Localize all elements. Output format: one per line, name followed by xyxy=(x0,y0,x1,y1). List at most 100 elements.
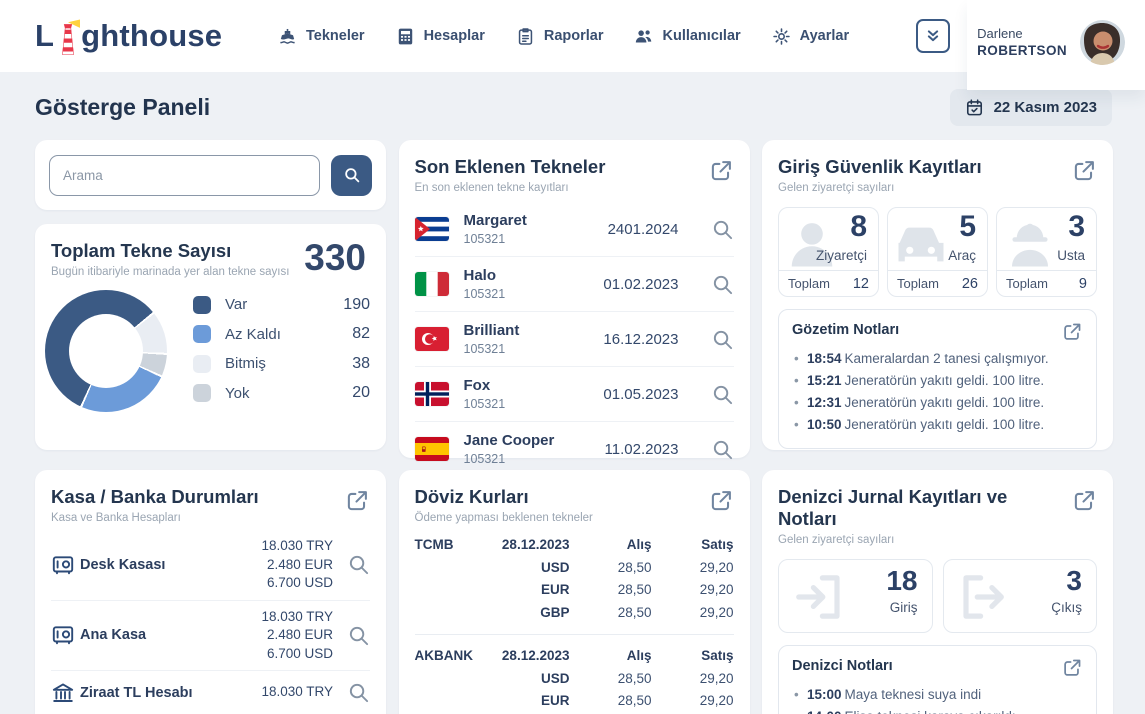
magnifier-icon[interactable] xyxy=(711,218,734,241)
nav-item-kullanicilar[interactable]: Kullanıcılar xyxy=(634,27,741,46)
boat-id-block: Margaret 105321 xyxy=(464,212,608,246)
lighthouse-icon xyxy=(56,17,81,59)
flag-spain-icon xyxy=(414,437,449,461)
account-name: Ziraat TL Hesabı xyxy=(80,684,193,701)
boat-row: Halo 105321 01.02.2023 xyxy=(414,257,734,312)
note-time: 18:54 xyxy=(807,351,842,366)
legend-value: 190 xyxy=(343,295,370,313)
stat-value: 3 xyxy=(1068,210,1085,243)
note-text: Jeneratörün yakıtı geldi. 100 litre. xyxy=(844,417,1045,432)
external-link-icon[interactable] xyxy=(344,488,370,514)
stat-value: 3 xyxy=(1066,565,1082,596)
app-logo[interactable]: L ghthouse xyxy=(35,14,222,58)
magnifier-icon[interactable] xyxy=(347,681,370,704)
account-balances: 18.030 TRY xyxy=(261,684,333,700)
stat-card-ziyaretçi: 8 Ziyaretçi Toplam 12 xyxy=(778,207,879,297)
note-time: 10:50 xyxy=(807,417,842,432)
car-icon xyxy=(894,217,948,271)
flag-norway-icon xyxy=(414,382,449,406)
currency-code: USD xyxy=(540,559,570,575)
visitor-icon xyxy=(785,217,839,271)
date-badge[interactable]: 22 Kasım 2023 xyxy=(949,89,1112,126)
search-input[interactable] xyxy=(49,154,320,196)
rate-date: 28.12.2023 xyxy=(501,648,570,663)
external-link-icon[interactable] xyxy=(1071,158,1097,184)
col-sell: Satış xyxy=(701,537,734,552)
kasa-rows: Desk Kasası 18.030 TRY 2.480 EUR 6.700 USD… xyxy=(35,524,386,714)
stat-total-value: 26 xyxy=(961,275,978,292)
stat-label: Çıkış xyxy=(1051,600,1082,615)
stat-value: 5 xyxy=(959,210,976,243)
nav-item-raporlar[interactable]: Raporlar xyxy=(516,27,603,46)
user-panel[interactable]: Darlene ROBERTSON xyxy=(967,0,1145,90)
date-text: 22 Kasım 2023 xyxy=(993,99,1097,116)
buy-rate: 28,50 xyxy=(617,604,652,620)
column-right: Giriş Güvenlik Kayıtları Gelen ziyaretçi… xyxy=(762,140,1113,714)
nav-label: Kullanıcılar xyxy=(662,28,741,44)
boat-date: 16.12.2023 xyxy=(603,330,679,348)
user-first-name: Darlene xyxy=(977,26,1023,41)
boat-name: Fox xyxy=(463,377,491,394)
nav-label: Ayarlar xyxy=(799,28,850,44)
kasa-banka-card: Kasa / Banka Durumları Kasa ve Banka Hes… xyxy=(35,470,386,714)
currency-code: EUR xyxy=(540,693,570,708)
boat-id: 105321 xyxy=(463,342,506,356)
nav-item-tekneler[interactable]: Tekneler xyxy=(278,27,365,46)
magnifier-icon[interactable] xyxy=(711,273,734,296)
recent-boat-rows: Margaret 105321 2401.2024 Halo 105321 01… xyxy=(399,194,750,476)
magnifier-icon[interactable] xyxy=(711,383,734,406)
external-link-icon[interactable] xyxy=(1071,488,1097,514)
logo-text-suffix: ghthouse xyxy=(81,18,223,53)
report-icon xyxy=(516,27,535,46)
flag-italy-icon xyxy=(414,272,449,296)
note-time: 12:31 xyxy=(807,395,842,410)
magnifier-icon[interactable] xyxy=(347,624,370,647)
gear-icon xyxy=(772,27,791,46)
legend-label: Var xyxy=(225,296,248,314)
boat-id-block: Jane Cooper 105321 xyxy=(464,432,605,466)
magnifier-icon[interactable] xyxy=(711,438,734,461)
security-card: Giriş Güvenlik Kayıtları Gelen ziyaretçi… xyxy=(762,140,1113,450)
buy-rate: 28,50 xyxy=(617,670,652,686)
external-link-icon[interactable] xyxy=(1061,321,1083,343)
nav-item-ayarlar[interactable]: Ayarlar xyxy=(772,27,849,46)
journal-notes-title: Denizci Notları xyxy=(792,658,893,674)
journal-title: Denizci Jurnal Kayıtları ve Notları xyxy=(778,486,1008,529)
external-link-icon[interactable] xyxy=(1061,657,1083,679)
magnifier-icon[interactable] xyxy=(711,328,734,351)
legend-value: 20 xyxy=(352,384,370,402)
journal-stats: 18 Giriş 3 Çıkış xyxy=(762,546,1113,633)
account-row: Ziraat TL Hesabı 18.030 TRY xyxy=(51,671,370,714)
magnifier-icon[interactable] xyxy=(347,553,370,576)
external-link-icon[interactable] xyxy=(708,488,734,514)
collapse-header-button[interactable] xyxy=(916,19,950,53)
stat-card-araç: 5 Araç Toplam 26 xyxy=(887,207,988,297)
boat-row: Fox 105321 01.05.2023 xyxy=(414,367,734,422)
nav-item-hesaplar[interactable]: Hesaplar xyxy=(396,27,485,46)
boat-row: Brilliant 105321 16.12.2023 xyxy=(414,312,734,367)
legend-label: Bitmiş xyxy=(225,355,266,373)
journal-card: Denizci Jurnal Kayıtları ve Notları Gele… xyxy=(762,470,1113,714)
sell-rate: 29,20 xyxy=(699,693,734,708)
stat-card-giriş: 18 Giriş xyxy=(778,559,933,633)
boat-name: Brilliant xyxy=(463,322,520,339)
login-icon xyxy=(791,570,847,624)
total-boats-card: Toplam Tekne Sayısı Bugün itibariyle mar… xyxy=(35,224,386,450)
safe-icon xyxy=(51,553,75,577)
logo-text-prefix: L xyxy=(35,18,55,53)
boat-id-block: Brilliant 105321 xyxy=(464,322,604,356)
external-link-icon[interactable] xyxy=(708,158,734,184)
security-notes-title: Gözetim Notları xyxy=(792,322,900,338)
account-row: Ana Kasa 18.030 TRY 2.480 EUR 6.700 USD xyxy=(51,601,370,671)
stat-card-çıkış: 3 Çıkış xyxy=(942,559,1097,633)
security-stats: 8 Ziyaretçi Toplam 12 5 Araç Toplam 26 3… xyxy=(762,194,1113,297)
bank-name: AKBANK xyxy=(414,648,474,663)
note-text: Maya teknesi suya indi xyxy=(844,687,982,702)
main-nav: Tekneler Hesaplar Raporlar Kullanıcılar Ayar… xyxy=(278,0,849,72)
avatar[interactable] xyxy=(1080,19,1125,65)
search-button[interactable] xyxy=(331,154,372,196)
